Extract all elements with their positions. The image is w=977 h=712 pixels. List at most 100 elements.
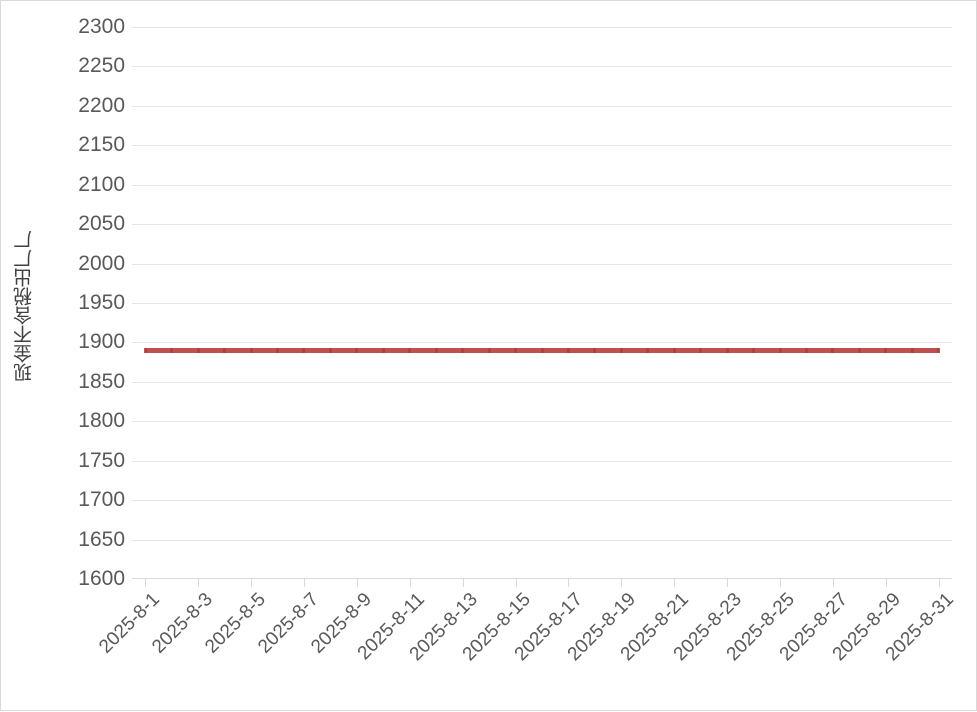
x-axis-tick	[410, 579, 411, 587]
series-data-point	[408, 347, 412, 353]
series-data-point	[884, 347, 888, 353]
gridline	[132, 27, 952, 28]
series-data-point	[672, 347, 676, 353]
series-line-segment	[753, 347, 781, 353]
x-axis-tick	[674, 579, 675, 587]
gridline	[132, 66, 952, 67]
x-axis-tick	[886, 579, 887, 587]
y-axis-tick-label: 2000	[78, 251, 125, 275]
series-data-point	[540, 347, 544, 353]
series-data-point	[170, 347, 174, 353]
series-line-segment	[436, 347, 463, 353]
series-data-point	[778, 347, 782, 353]
series-data-point	[223, 347, 227, 353]
y-axis-tick-label: 2250	[78, 54, 125, 78]
x-axis-tick	[939, 579, 940, 587]
y-axis-tick-label: 2150	[78, 133, 125, 157]
series-line-segment	[832, 347, 860, 353]
y-axis-tick-label: 1850	[78, 369, 125, 393]
x-axis-tick	[198, 579, 199, 587]
series-line-segment	[859, 347, 886, 353]
gridline	[132, 264, 952, 265]
series-line-segment	[198, 347, 225, 353]
series-line-segment	[885, 347, 913, 353]
x-axis-line	[132, 578, 952, 579]
series-line-segment	[727, 347, 754, 353]
y-axis-tick-label: 2050	[78, 212, 125, 236]
x-axis-tick	[621, 579, 622, 587]
series-data-point	[752, 347, 756, 353]
y-axis-tick-label: 1700	[78, 488, 125, 512]
series-data-point	[461, 347, 465, 353]
series-data-point	[857, 347, 861, 353]
x-axis-tick	[516, 579, 517, 587]
x-axis-tick	[145, 579, 146, 587]
y-axis-tick-label: 2300	[78, 15, 125, 38]
x-axis-tick	[833, 579, 834, 587]
series-data-point	[487, 347, 491, 353]
series-data-point	[566, 347, 570, 353]
series-line-segment	[462, 347, 490, 353]
series-line-segment	[647, 347, 675, 353]
series-data-point	[725, 347, 729, 353]
gridline	[132, 500, 952, 501]
series-data-point	[381, 347, 385, 353]
x-axis-tick	[357, 579, 358, 587]
gridline	[132, 461, 952, 462]
series-data-point	[910, 347, 914, 353]
series-data-point	[434, 347, 438, 353]
gridline	[132, 421, 952, 422]
x-axis-tick	[304, 579, 305, 587]
series-line-segment	[621, 347, 648, 353]
series-line-segment	[780, 347, 807, 353]
series-data-point	[831, 347, 835, 353]
series-line-segment	[356, 347, 384, 353]
gridline	[132, 342, 952, 343]
x-axis-tick	[463, 579, 464, 587]
plot-area	[132, 27, 952, 579]
series-data-point	[699, 347, 703, 353]
y-axis-tick-label: 1750	[78, 448, 125, 472]
series-line-segment	[674, 347, 701, 353]
series-line-segment	[409, 347, 437, 353]
series-data-point	[646, 347, 650, 353]
x-axis-tick	[251, 579, 252, 587]
series-data-point	[196, 347, 200, 353]
series-line-segment	[383, 347, 410, 353]
series-line-segment	[700, 347, 728, 353]
y-axis-tick-label: 1650	[78, 527, 125, 551]
y-axis-tick-label: 1800	[78, 409, 125, 433]
x-axis-tick	[727, 579, 728, 587]
y-axis-tick-label: 1600	[78, 567, 125, 590]
series-line-segment	[303, 347, 331, 353]
series-line-segment	[515, 347, 542, 353]
series-data-point	[249, 347, 253, 353]
series-data-point	[593, 347, 597, 353]
y-axis-tick-label: 2200	[78, 93, 125, 117]
y-axis-tick-label: 2100	[78, 172, 125, 196]
y-axis-tick-labels: 2300 2250 2200 2150 2100 2050 2000 1950 1900 1850…	[1, 1, 125, 712]
series-line-segment	[912, 347, 939, 353]
series-line-segment	[277, 347, 304, 353]
series-data-point	[302, 347, 306, 353]
series-line-segment	[568, 347, 595, 353]
gridline	[132, 185, 952, 186]
series-line-segment	[145, 347, 172, 353]
gridline	[132, 303, 952, 304]
x-axis-tick	[780, 579, 781, 587]
series-line-segment	[171, 347, 199, 353]
series-data-point	[805, 347, 809, 353]
series-data-point	[514, 347, 518, 353]
gridline	[132, 540, 952, 541]
series-data-point	[143, 347, 147, 353]
x-axis-tick	[568, 579, 569, 587]
series-data-point	[937, 347, 941, 353]
series-line-segment	[542, 347, 569, 353]
series-line-segment	[489, 347, 516, 353]
series-line-segment	[224, 347, 252, 353]
y-axis-tick-label: 1950	[78, 291, 125, 314]
series-data-point	[355, 347, 359, 353]
gridline	[132, 224, 952, 225]
